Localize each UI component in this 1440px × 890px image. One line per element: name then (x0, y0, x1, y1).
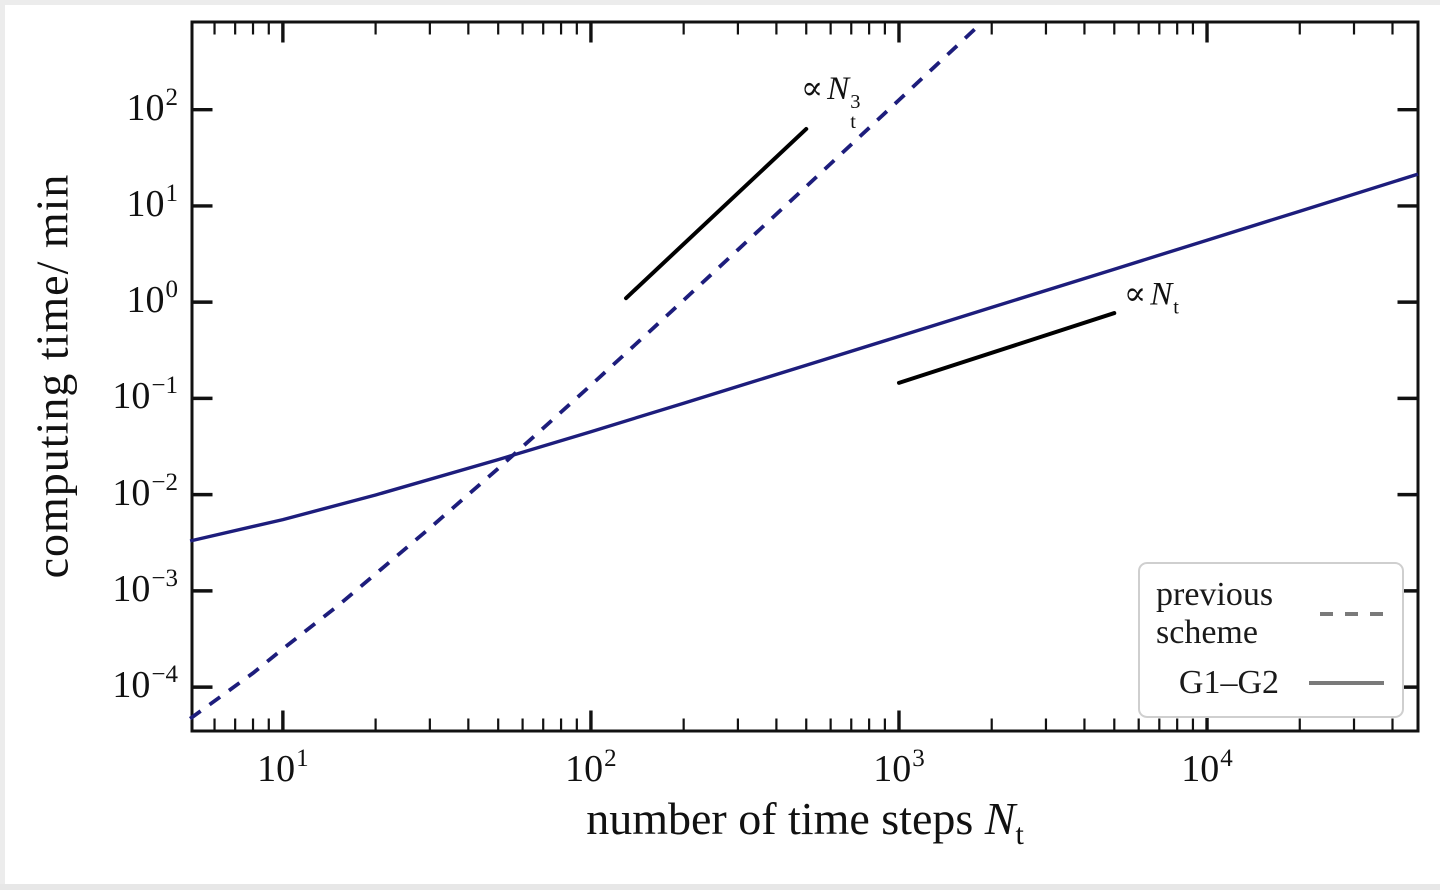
proportional-symbol: ∝ (1123, 276, 1147, 313)
legend: previous scheme G1–G2 (1138, 562, 1404, 718)
x-axis-label-text: number of time steps (586, 792, 985, 844)
tick-base: 10 (112, 568, 151, 611)
y-tick-label: 10−3 (112, 565, 178, 611)
x-tick-label: 103 (873, 745, 925, 791)
scaling-guide-line-0 (624, 126, 809, 301)
plot-frame (190, 20, 1420, 733)
tick-base: 10 (1181, 748, 1220, 790)
legend-entry-g1-g2: G1–G2 (1156, 664, 1384, 702)
tick-exponent: 0 (165, 276, 179, 304)
tick-base: 10 (565, 748, 604, 790)
tick-exponent: 3 (912, 745, 925, 772)
tick-exponent: −4 (151, 661, 178, 689)
g1-g2-curve (189, 172, 1419, 543)
tick-exponent: −2 (151, 468, 178, 496)
scaling-guide-line-1 (896, 311, 1117, 385)
tick-base: 10 (126, 279, 165, 322)
dashed-line-sample (1320, 611, 1384, 616)
tick-base: 10 (126, 86, 165, 129)
legend-label-line: previous (1156, 575, 1274, 613)
tick-base: 10 (112, 375, 151, 418)
annotation-n-cubed: ∝ N 3 t (801, 68, 861, 132)
annotation-subscript: t (1173, 297, 1179, 320)
tick-exponent: 2 (165, 83, 179, 111)
tick-exponent: 4 (1220, 745, 1233, 772)
x-tick-label: 101 (257, 745, 309, 791)
screen-edge-bottom (0, 884, 1440, 890)
legend-entry-previous-scheme: previous scheme (1156, 576, 1384, 652)
tick-base: 10 (126, 183, 165, 226)
y-tick-label: 10−2 (112, 468, 178, 515)
annotation-superscript: 3 (850, 91, 861, 114)
tick-exponent: −3 (151, 565, 178, 593)
proportional-symbol: ∝ (800, 70, 824, 107)
x-axis-label: number of time steps Nt (586, 792, 1024, 852)
annotation-subscript: t (850, 110, 856, 133)
annotation-symbol: N (1150, 276, 1173, 313)
tick-exponent: −1 (151, 372, 178, 400)
tick-base: 10 (112, 471, 151, 514)
tick-base: 10 (257, 748, 296, 790)
y-tick-label: 102 (126, 83, 179, 130)
x-tick-label: 104 (1181, 745, 1233, 791)
previous-scheme-curve (188, 21, 984, 721)
annotation-symbol: N (827, 70, 850, 107)
tick-exponent: 1 (296, 745, 309, 772)
screen-edge-top (0, 0, 1440, 5)
tick-exponent: 1 (165, 180, 179, 208)
screen-edge-left (0, 0, 5, 890)
legend-label: previous scheme (1156, 576, 1320, 652)
x-axis-subscript: t (1015, 818, 1024, 852)
tick-base: 10 (112, 664, 151, 707)
legend-label: G1–G2 (1178, 664, 1279, 702)
y-tick-label: 101 (126, 180, 179, 226)
solid-line-sample (1309, 681, 1384, 686)
y-tick-label: 10−4 (112, 661, 178, 707)
y-tick-label: 10−1 (112, 372, 178, 419)
x-tick-label: 102 (565, 745, 617, 791)
y-axis-label: computing time/ min (26, 173, 78, 579)
x-axis-symbol: N (984, 792, 1016, 844)
y-tick-label: 100 (126, 276, 179, 322)
legend-label-line: scheme (1156, 613, 1258, 651)
tick-base: 10 (873, 748, 912, 790)
tick-exponent: 2 (604, 745, 617, 772)
